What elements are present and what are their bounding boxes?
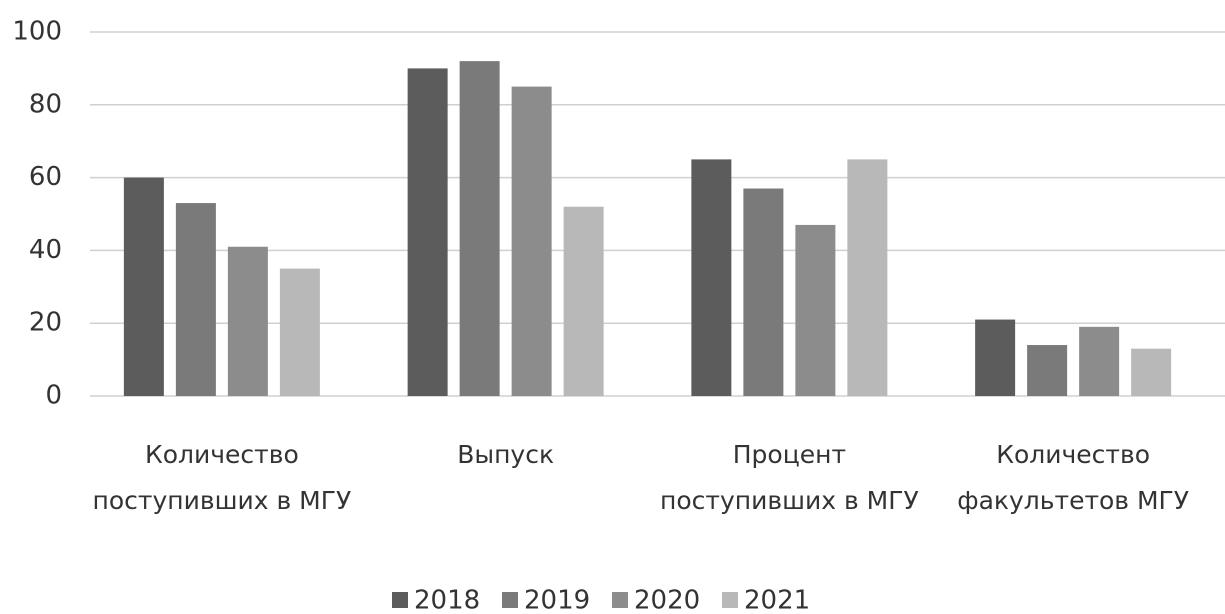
legend-swatch bbox=[612, 592, 628, 608]
legend-label: 2018 bbox=[414, 586, 480, 614]
x-tick-label: Количество факультетов МГУ bbox=[957, 440, 1190, 515]
bar bbox=[511, 86, 552, 396]
y-tick-label: 20 bbox=[29, 308, 62, 338]
x-tick-label: Выпуск bbox=[457, 440, 555, 469]
y-tick-label: 100 bbox=[12, 17, 62, 47]
x-tick-label: Процент поступивших в МГУ bbox=[660, 440, 919, 515]
bar bbox=[227, 246, 268, 396]
legend-label: 2021 bbox=[744, 586, 810, 614]
bar bbox=[743, 188, 784, 396]
bar bbox=[1079, 326, 1120, 396]
legend-swatch bbox=[722, 592, 738, 608]
bar bbox=[1131, 348, 1172, 396]
bar bbox=[975, 319, 1016, 396]
legend-swatch bbox=[502, 592, 518, 608]
bar bbox=[847, 159, 888, 396]
bar bbox=[563, 206, 604, 396]
bar bbox=[407, 68, 448, 397]
y-tick-label: 40 bbox=[29, 235, 62, 265]
x-tick-label: Количество поступивших в МГУ bbox=[92, 440, 352, 515]
bar bbox=[123, 177, 164, 396]
legend-label: 2019 bbox=[524, 586, 590, 614]
bar bbox=[1027, 345, 1068, 396]
bar bbox=[795, 224, 836, 396]
bar bbox=[691, 159, 732, 396]
bar bbox=[279, 268, 320, 396]
bar bbox=[459, 61, 500, 397]
legend-label: 2020 bbox=[634, 586, 700, 614]
legend-swatch bbox=[392, 592, 408, 608]
y-tick-label: 60 bbox=[29, 162, 62, 192]
y-tick-label: 80 bbox=[29, 89, 62, 119]
y-tick-label: 0 bbox=[45, 381, 62, 411]
bar bbox=[175, 203, 216, 396]
